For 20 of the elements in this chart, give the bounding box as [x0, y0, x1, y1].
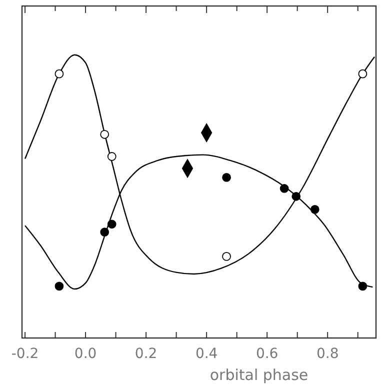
x-tick-label: 0.8: [316, 346, 339, 362]
point: [310, 205, 320, 214]
point: [222, 173, 231, 182]
point: [54, 69, 64, 78]
x-tick-label: 0.4: [195, 346, 218, 362]
point: [292, 192, 301, 201]
point: [358, 69, 368, 78]
x-tick-label: 0.2: [134, 346, 158, 362]
x-tick-label: -0.2: [11, 346, 39, 362]
point: [100, 228, 110, 237]
point: [107, 152, 116, 161]
point: [222, 252, 231, 261]
point: [358, 282, 368, 291]
point: [54, 282, 64, 291]
x-axis-title: orbital phase: [210, 366, 308, 384]
point: [107, 220, 116, 229]
x-tick-label: 0.0: [74, 346, 97, 362]
point: [280, 184, 289, 193]
point: [100, 130, 110, 139]
x-tick-label: 0.6: [256, 346, 278, 362]
